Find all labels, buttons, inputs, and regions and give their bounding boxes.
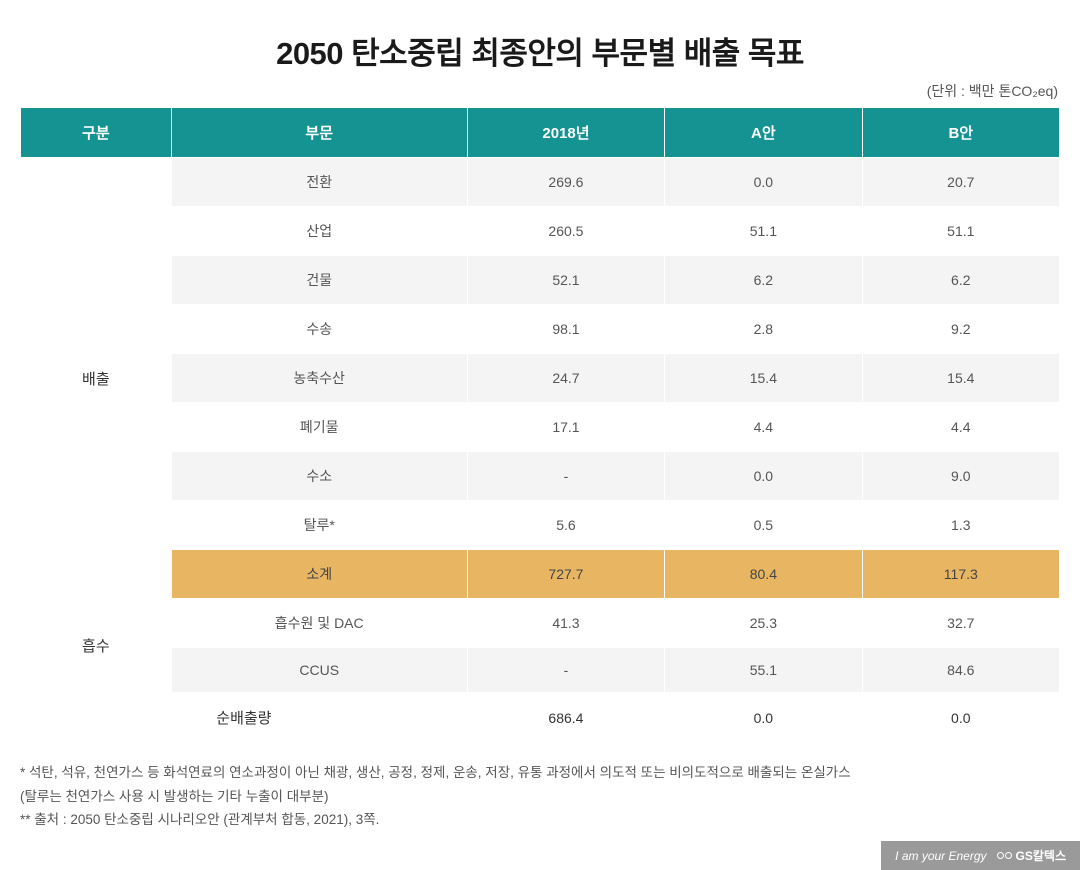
cell-value: 51.1 [665, 207, 862, 256]
cell-value: 32.7 [862, 599, 1059, 648]
footer-badge: I am your Energy GS칼텍스 [881, 841, 1080, 870]
cell-value: 0.0 [665, 158, 862, 207]
cell-value: 9.2 [862, 305, 1059, 354]
cell-value: 51.1 [862, 207, 1059, 256]
cell-sector: 수송 [171, 305, 467, 354]
unit-label: (단위 : 백만 톤CO₂eq) [0, 81, 1080, 107]
table-row: CCUS - 55.1 84.6 [21, 648, 1060, 693]
cell-value: 52.1 [467, 256, 664, 305]
cell-value: 0.0 [665, 452, 862, 501]
footer-tagline: I am your Energy [895, 849, 986, 863]
cell-sector: 소계 [171, 550, 467, 599]
cell-value: 1.3 [862, 501, 1059, 550]
table-container: 구분 부문 2018년 A안 B안 배출 전환 269.6 0.0 20.7 산… [0, 107, 1080, 743]
header-sector: 부문 [171, 108, 467, 158]
cell-value: 686.4 [467, 693, 664, 743]
gs-logo-icon [997, 852, 1012, 859]
category-emission: 배출 [21, 158, 172, 599]
table-row: 폐기물 17.1 4.4 4.4 [21, 403, 1060, 452]
cell-value: - [467, 648, 664, 693]
table-row: 산업 260.5 51.1 51.1 [21, 207, 1060, 256]
cell-value: 4.4 [862, 403, 1059, 452]
category-absorption: 흡수 [21, 599, 172, 693]
footnotes: * 석탄, 석유, 천연가스 등 화석연료의 연소과정이 아닌 채광, 생산, … [0, 743, 1080, 832]
table-row: 흡수 흡수원 및 DAC 41.3 25.3 32.7 [21, 599, 1060, 648]
cell-value: 9.0 [862, 452, 1059, 501]
cell-value: 260.5 [467, 207, 664, 256]
cell-value: 15.4 [862, 354, 1059, 403]
cell-value: 55.1 [665, 648, 862, 693]
cell-value: 20.7 [862, 158, 1059, 207]
cell-value: 2.8 [665, 305, 862, 354]
cell-sector: CCUS [171, 648, 467, 693]
table-row-subtotal: 소계 727.7 80.4 117.3 [21, 550, 1060, 599]
cell-value: 727.7 [467, 550, 664, 599]
table-row: 수송 98.1 2.8 9.2 [21, 305, 1060, 354]
cell-value: 269.6 [467, 158, 664, 207]
footnote-2: ** 출처 : 2050 탄소중립 시나리오안 (관계부처 합동, 2021),… [20, 808, 1060, 832]
cell-sector: 건물 [171, 256, 467, 305]
header-plan-b: B안 [862, 108, 1059, 158]
cell-value: 6.2 [862, 256, 1059, 305]
cell-value: 98.1 [467, 305, 664, 354]
cell-value: 41.3 [467, 599, 664, 648]
cell-sector: 산업 [171, 207, 467, 256]
cell-value: 4.4 [665, 403, 862, 452]
table-row: 건물 52.1 6.2 6.2 [21, 256, 1060, 305]
footer-logo: GS칼텍스 [997, 847, 1066, 864]
cell-value: 15.4 [665, 354, 862, 403]
table-header-row: 구분 부문 2018년 A안 B안 [21, 108, 1060, 158]
table-row: 배출 전환 269.6 0.0 20.7 [21, 158, 1060, 207]
cell-value: 24.7 [467, 354, 664, 403]
cell-value: 5.6 [467, 501, 664, 550]
cell-sector: 흡수원 및 DAC [171, 599, 467, 648]
cell-value: - [467, 452, 664, 501]
table-row: 농축수산 24.7 15.4 15.4 [21, 354, 1060, 403]
cell-value: 84.6 [862, 648, 1059, 693]
cell-sector: 탈루* [171, 501, 467, 550]
cell-value: 25.3 [665, 599, 862, 648]
cell-value: 0.0 [862, 693, 1059, 743]
table-row: 수소 - 0.0 9.0 [21, 452, 1060, 501]
cell-net-label: 순배출량 [21, 693, 468, 743]
footer-brand: GS칼텍스 [1016, 847, 1066, 864]
cell-value: 80.4 [665, 550, 862, 599]
page-title: 2050 탄소중립 최종안의 부문별 배출 목표 [0, 0, 1080, 81]
footnote-1-sub: (탈루는 천연가스 사용 시 발생하는 기타 누출이 대부분) [20, 785, 1060, 809]
header-2018: 2018년 [467, 108, 664, 158]
table-row-net: 순배출량 686.4 0.0 0.0 [21, 693, 1060, 743]
emissions-table: 구분 부문 2018년 A안 B안 배출 전환 269.6 0.0 20.7 산… [20, 107, 1060, 743]
cell-sector: 농축수산 [171, 354, 467, 403]
footnote-1: * 석탄, 석유, 천연가스 등 화석연료의 연소과정이 아닌 채광, 생산, … [20, 761, 1060, 785]
cell-value: 0.5 [665, 501, 862, 550]
header-category: 구분 [21, 108, 172, 158]
header-plan-a: A안 [665, 108, 862, 158]
table-row: 탈루* 5.6 0.5 1.3 [21, 501, 1060, 550]
cell-sector: 수소 [171, 452, 467, 501]
cell-value: 0.0 [665, 693, 862, 743]
cell-value: 17.1 [467, 403, 664, 452]
cell-value: 117.3 [862, 550, 1059, 599]
cell-value: 6.2 [665, 256, 862, 305]
cell-sector: 전환 [171, 158, 467, 207]
cell-sector: 폐기물 [171, 403, 467, 452]
